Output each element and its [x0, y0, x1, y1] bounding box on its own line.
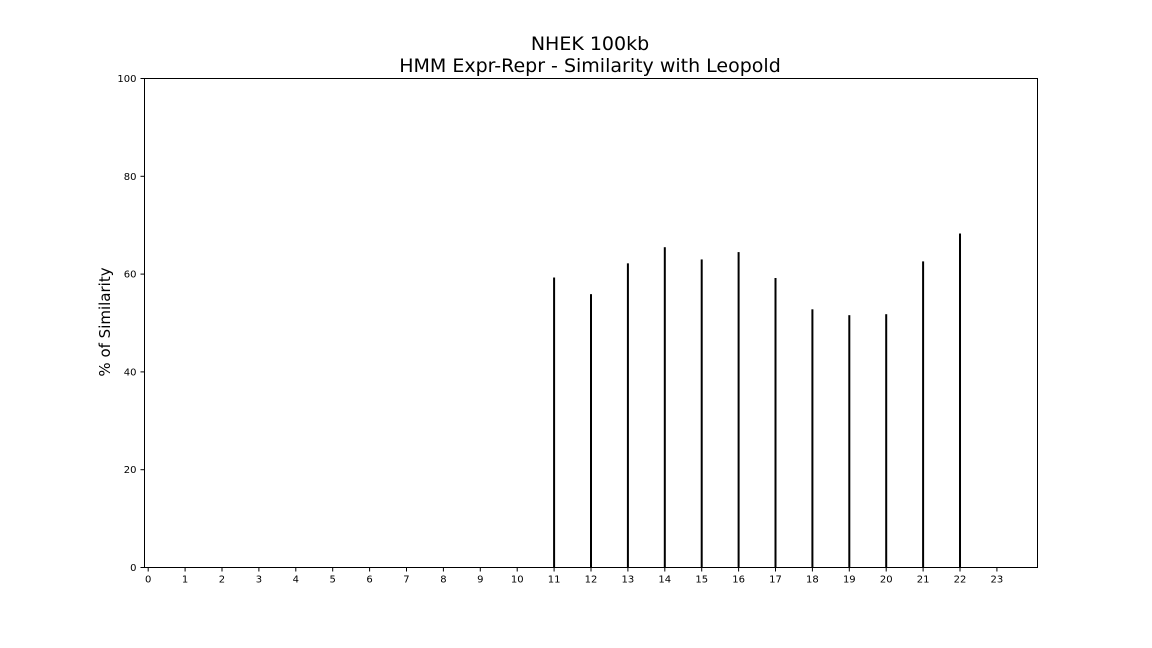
x-tick-label: 9 [477, 575, 483, 586]
bar-16 [737, 252, 740, 568]
y-tick-label: 0 [130, 563, 136, 574]
bars-group [553, 233, 962, 568]
x-tick-label: 7 [403, 575, 409, 586]
x-tick-label: 21 [917, 575, 930, 586]
bar-11 [553, 277, 556, 568]
bar-19 [848, 315, 851, 568]
x-tick-label: 23 [991, 575, 1004, 586]
x-tick-label: 0 [145, 575, 151, 586]
x-tick-label: 16 [732, 575, 745, 586]
y-tick-label: 60 [124, 270, 137, 281]
bar-13 [626, 263, 629, 568]
chart-title-line-2: HMM Expr-Repr - Similarity with Leopold [399, 55, 781, 77]
x-tick-label: 10 [511, 575, 524, 586]
x-tick-label: 4 [293, 575, 299, 586]
y-tick-label: 40 [124, 367, 137, 378]
x-tick-label: 3 [256, 575, 262, 586]
bar-22 [959, 233, 962, 568]
chart-title-line-1: NHEK 100kb [531, 33, 649, 55]
x-tick-label: 20 [880, 575, 893, 586]
x-tick-label: 13 [622, 575, 635, 586]
x-ticks-group: 0 1 2 3 4 5 6 7 8 9 10 11 12 13 14 15 16 17 18 19 20 21 22 23 [145, 567, 1004, 586]
x-tick-label: 11 [548, 575, 561, 586]
x-tick-label: 6 [366, 575, 372, 586]
x-tick-label: 15 [695, 575, 708, 586]
y-axis-label: % of Similarity [96, 267, 114, 376]
plot-frame [144, 78, 1038, 568]
x-tick-label: 19 [843, 575, 856, 586]
x-tick-label: 2 [219, 575, 225, 586]
x-tick-label: 18 [806, 575, 819, 586]
x-tick-label: 14 [658, 575, 671, 586]
x-tick-label: 22 [954, 575, 967, 586]
bar-21 [922, 261, 925, 568]
x-tick-label: 5 [330, 575, 336, 586]
bar-17 [774, 278, 777, 568]
x-tick-label: 1 [182, 575, 188, 586]
y-tick-label: 20 [124, 465, 137, 476]
y-tick-label: 100 [117, 74, 136, 85]
x-tick-label: 17 [769, 575, 782, 586]
bar-15 [700, 259, 703, 568]
y-ticks-group: 0 20 40 60 80 100 [117, 74, 145, 574]
x-tick-label: 12 [585, 575, 598, 586]
bar-14 [663, 247, 666, 568]
y-tick-label: 80 [124, 172, 137, 183]
bar-18 [811, 309, 814, 568]
bar-20 [885, 314, 888, 568]
bar-12 [590, 294, 592, 568]
x-tick-label: 8 [440, 575, 446, 586]
